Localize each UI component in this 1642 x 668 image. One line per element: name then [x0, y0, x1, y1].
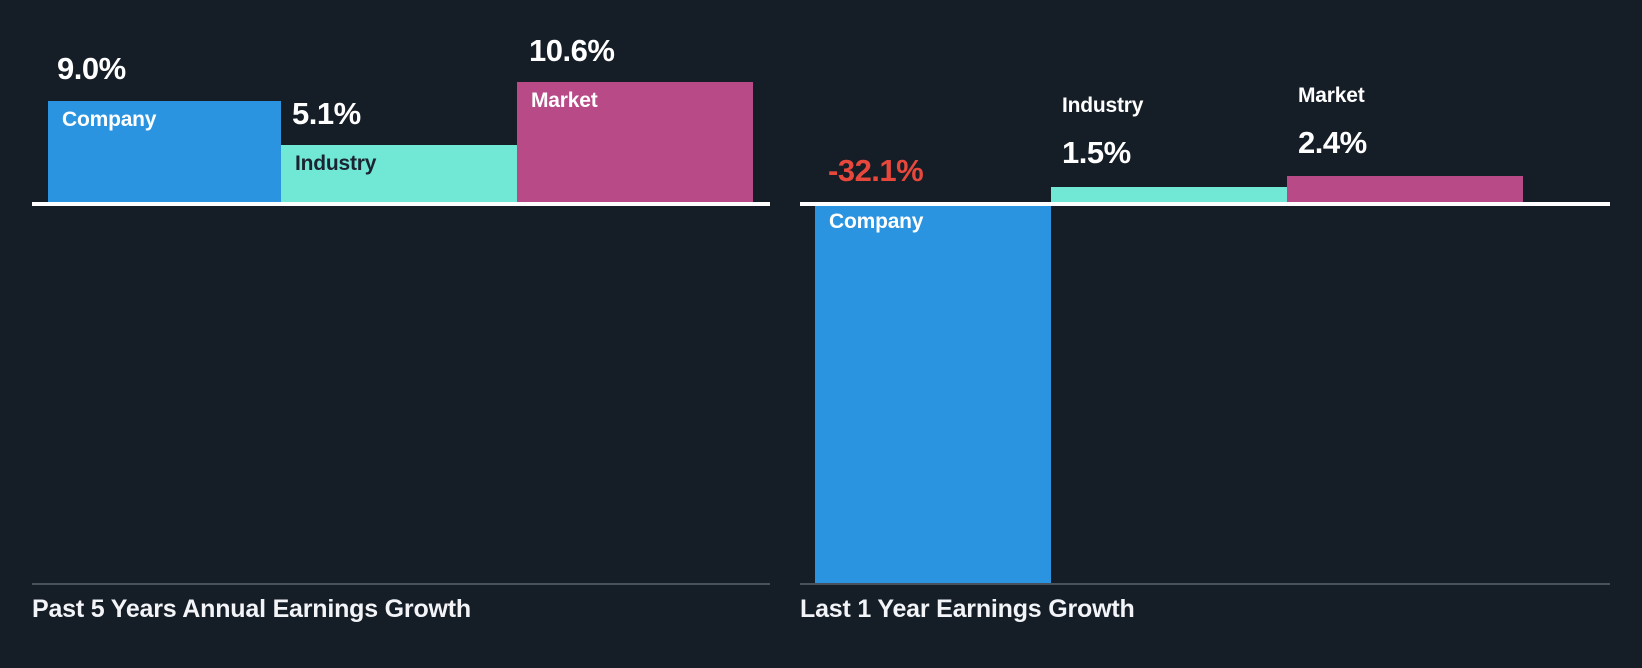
zero-axis-line-right [800, 202, 1610, 206]
bar-market-left[interactable]: Market [517, 82, 753, 203]
bar-company-right[interactable]: Company [815, 203, 1051, 584]
bar-label-company-right: Company [829, 210, 924, 233]
plot-area-left: Company 9.0% Industry 5.1% Market 10.6% [0, 0, 790, 585]
panel-divider-left [32, 583, 770, 585]
chart-title-right: Last 1 Year Earnings Growth [800, 595, 1135, 623]
bar-industry-right[interactable] [1051, 187, 1287, 203]
bar-label-industry-left: Industry [295, 152, 377, 175]
value-label-industry-right: 1.5% [1062, 135, 1131, 170]
zero-axis-line-left [32, 202, 770, 206]
panel-divider-right [800, 583, 1610, 585]
bar-company-left[interactable]: Company [48, 101, 281, 203]
bar-market-right[interactable] [1287, 176, 1523, 203]
value-label-market-left: 10.6% [529, 33, 615, 68]
chart-panel-last-1-year: Company -32.1% Industry 1.5% Market 2.4%… [790, 0, 1642, 668]
bar-label-company-left: Company [62, 108, 157, 131]
chart-title-left: Past 5 Years Annual Earnings Growth [32, 595, 471, 623]
plot-area-right: Company -32.1% Industry 1.5% Market 2.4% [790, 0, 1642, 585]
bar-industry-left[interactable]: Industry [281, 145, 517, 203]
value-label-company-left: 9.0% [57, 51, 126, 86]
value-label-market-right: 2.4% [1298, 125, 1367, 160]
bar-label-industry-right: Industry [1062, 94, 1144, 117]
chart-panel-past-5-years: Company 9.0% Industry 5.1% Market 10.6% … [0, 0, 790, 668]
bar-label-market-left: Market [531, 89, 598, 112]
bar-label-market-right: Market [1298, 84, 1365, 107]
value-label-industry-left: 5.1% [292, 96, 361, 131]
value-label-company-right: -32.1% [828, 153, 924, 188]
